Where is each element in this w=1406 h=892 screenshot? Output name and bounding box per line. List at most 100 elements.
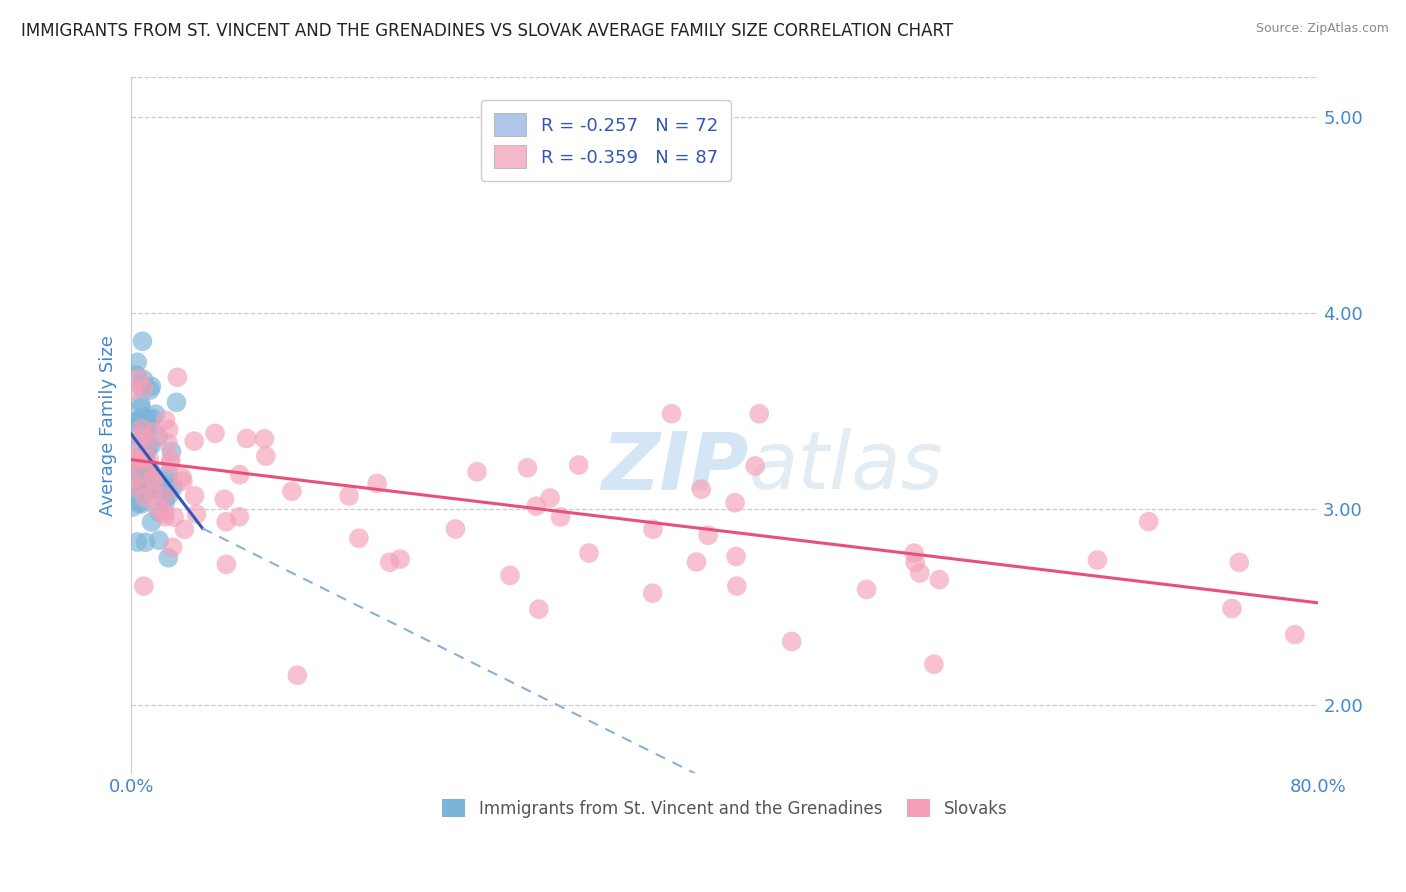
- Point: [122, 473, 145, 487]
- Point: [389, 552, 412, 566]
- Point: [132, 381, 155, 395]
- Point: [908, 566, 931, 580]
- Point: [138, 459, 160, 474]
- Point: [131, 421, 153, 435]
- Point: [121, 384, 143, 398]
- Point: [641, 586, 664, 600]
- Point: [337, 489, 360, 503]
- Point: [127, 473, 149, 487]
- Point: [516, 460, 538, 475]
- Point: [134, 415, 156, 429]
- Point: [162, 480, 184, 494]
- Point: [136, 423, 159, 437]
- Y-axis label: Average Family Size: Average Family Size: [100, 335, 117, 516]
- Point: [141, 379, 163, 393]
- Point: [132, 423, 155, 437]
- Point: [121, 417, 143, 432]
- Point: [524, 499, 547, 513]
- Point: [855, 582, 877, 597]
- Point: [186, 507, 208, 521]
- Point: [127, 535, 149, 549]
- Point: [157, 550, 180, 565]
- Point: [170, 470, 193, 484]
- Point: [134, 446, 156, 460]
- Point: [121, 500, 143, 514]
- Point: [127, 466, 149, 480]
- Point: [124, 418, 146, 433]
- Point: [281, 484, 304, 499]
- Point: [163, 510, 186, 524]
- Point: [129, 380, 152, 394]
- Point: [724, 496, 747, 510]
- Point: [160, 453, 183, 467]
- Point: [725, 579, 748, 593]
- Text: ZIP: ZIP: [602, 428, 748, 506]
- Point: [690, 482, 713, 496]
- Point: [139, 383, 162, 397]
- Point: [444, 522, 467, 536]
- Point: [153, 491, 176, 505]
- Point: [172, 474, 194, 488]
- Point: [129, 419, 152, 434]
- Point: [748, 407, 770, 421]
- Point: [160, 444, 183, 458]
- Point: [254, 449, 277, 463]
- Point: [138, 452, 160, 467]
- Point: [124, 479, 146, 493]
- Point: [685, 555, 707, 569]
- Point: [128, 475, 150, 490]
- Point: [527, 602, 550, 616]
- Point: [157, 423, 180, 437]
- Point: [122, 416, 145, 430]
- Point: [568, 458, 591, 472]
- Point: [166, 395, 188, 409]
- Point: [132, 455, 155, 469]
- Point: [122, 427, 145, 442]
- Point: [183, 434, 205, 449]
- Point: [134, 491, 156, 505]
- Point: [142, 480, 165, 494]
- Point: [139, 463, 162, 477]
- Text: Source: ZipAtlas.com: Source: ZipAtlas.com: [1256, 22, 1389, 36]
- Point: [378, 555, 401, 569]
- Point: [142, 486, 165, 500]
- Point: [1137, 515, 1160, 529]
- Point: [215, 515, 238, 529]
- Point: [141, 411, 163, 425]
- Point: [578, 546, 600, 560]
- Point: [141, 471, 163, 485]
- Point: [153, 507, 176, 521]
- Point: [922, 657, 945, 672]
- Point: [127, 355, 149, 369]
- Point: [139, 482, 162, 496]
- Point: [138, 483, 160, 498]
- Point: [132, 372, 155, 386]
- Text: IMMIGRANTS FROM ST. VINCENT AND THE GRENADINES VS SLOVAK AVERAGE FAMILY SIZE COR: IMMIGRANTS FROM ST. VINCENT AND THE GREN…: [21, 22, 953, 40]
- Point: [725, 549, 748, 564]
- Point: [136, 469, 159, 483]
- Point: [136, 440, 159, 454]
- Point: [131, 411, 153, 425]
- Point: [162, 541, 184, 555]
- Point: [155, 495, 177, 509]
- Point: [157, 487, 180, 501]
- Point: [155, 413, 177, 427]
- Point: [138, 435, 160, 450]
- Point: [121, 425, 143, 439]
- Point: [128, 457, 150, 471]
- Point: [538, 491, 561, 505]
- Point: [145, 407, 167, 421]
- Point: [157, 436, 180, 450]
- Point: [228, 467, 250, 482]
- Point: [143, 473, 166, 487]
- Point: [125, 421, 148, 435]
- Point: [121, 415, 143, 429]
- Text: atlas: atlas: [748, 428, 943, 506]
- Point: [173, 522, 195, 536]
- Point: [129, 401, 152, 415]
- Point: [128, 470, 150, 484]
- Point: [183, 489, 205, 503]
- Point: [135, 470, 157, 484]
- Point: [135, 442, 157, 457]
- Point: [125, 415, 148, 429]
